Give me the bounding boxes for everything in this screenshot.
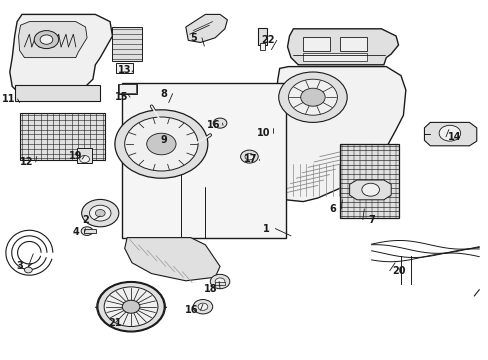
- Text: 16: 16: [184, 305, 198, 315]
- Circle shape: [240, 150, 258, 163]
- Polygon shape: [124, 238, 220, 281]
- Text: 3: 3: [16, 261, 23, 271]
- Polygon shape: [256, 67, 405, 202]
- Text: 17: 17: [243, 154, 257, 164]
- Circle shape: [81, 227, 93, 235]
- Text: 8: 8: [160, 89, 167, 99]
- Circle shape: [210, 274, 229, 289]
- Circle shape: [24, 267, 32, 273]
- Bar: [303, 53, 366, 61]
- Circle shape: [89, 205, 111, 221]
- Circle shape: [34, 31, 59, 49]
- Text: 9: 9: [160, 135, 167, 145]
- Bar: [116, 63, 133, 73]
- Bar: [303, 37, 329, 51]
- Text: 19: 19: [69, 150, 82, 161]
- Bar: [77, 148, 92, 163]
- Polygon shape: [10, 14, 112, 101]
- Circle shape: [198, 303, 207, 310]
- Polygon shape: [19, 22, 87, 58]
- Polygon shape: [424, 122, 476, 146]
- Text: 6: 6: [328, 204, 335, 214]
- Bar: [339, 144, 398, 218]
- Circle shape: [300, 88, 325, 106]
- Circle shape: [124, 117, 198, 171]
- Text: 5: 5: [189, 33, 196, 43]
- Circle shape: [215, 278, 224, 285]
- Bar: [339, 37, 366, 51]
- Circle shape: [361, 183, 379, 196]
- Bar: [122, 83, 285, 238]
- Bar: [20, 113, 105, 160]
- Circle shape: [244, 153, 253, 160]
- Text: 22: 22: [261, 35, 274, 45]
- Text: 1: 1: [263, 224, 269, 234]
- Text: 4: 4: [72, 227, 79, 237]
- Polygon shape: [259, 119, 276, 129]
- Polygon shape: [287, 29, 398, 65]
- Text: 12: 12: [20, 157, 34, 167]
- Bar: [15, 85, 100, 101]
- Bar: [112, 27, 142, 61]
- Text: 18: 18: [204, 284, 218, 294]
- Text: 14: 14: [447, 132, 461, 142]
- Circle shape: [104, 287, 158, 327]
- Circle shape: [278, 72, 346, 122]
- Bar: [118, 84, 137, 94]
- Bar: [84, 229, 96, 233]
- Text: 20: 20: [391, 266, 405, 276]
- Text: 21: 21: [108, 318, 122, 328]
- Circle shape: [213, 118, 226, 128]
- Polygon shape: [185, 14, 227, 42]
- Text: 11: 11: [2, 94, 16, 104]
- Text: 16: 16: [207, 120, 221, 130]
- Circle shape: [438, 125, 460, 141]
- Circle shape: [146, 133, 176, 155]
- Bar: [260, 43, 264, 50]
- Bar: [257, 28, 266, 45]
- Circle shape: [97, 282, 165, 332]
- Polygon shape: [349, 180, 390, 200]
- Circle shape: [122, 300, 140, 313]
- Circle shape: [288, 79, 337, 115]
- Circle shape: [80, 156, 89, 163]
- Text: 7: 7: [367, 215, 374, 225]
- Circle shape: [95, 210, 105, 217]
- Text: 10: 10: [257, 128, 270, 138]
- Text: 2: 2: [82, 215, 89, 225]
- Circle shape: [40, 35, 53, 44]
- Text: 13: 13: [118, 65, 131, 75]
- Bar: [119, 84, 136, 93]
- Circle shape: [115, 110, 207, 178]
- Circle shape: [193, 300, 212, 314]
- Circle shape: [81, 199, 119, 227]
- Text: 15: 15: [114, 92, 128, 102]
- Bar: [215, 282, 224, 285]
